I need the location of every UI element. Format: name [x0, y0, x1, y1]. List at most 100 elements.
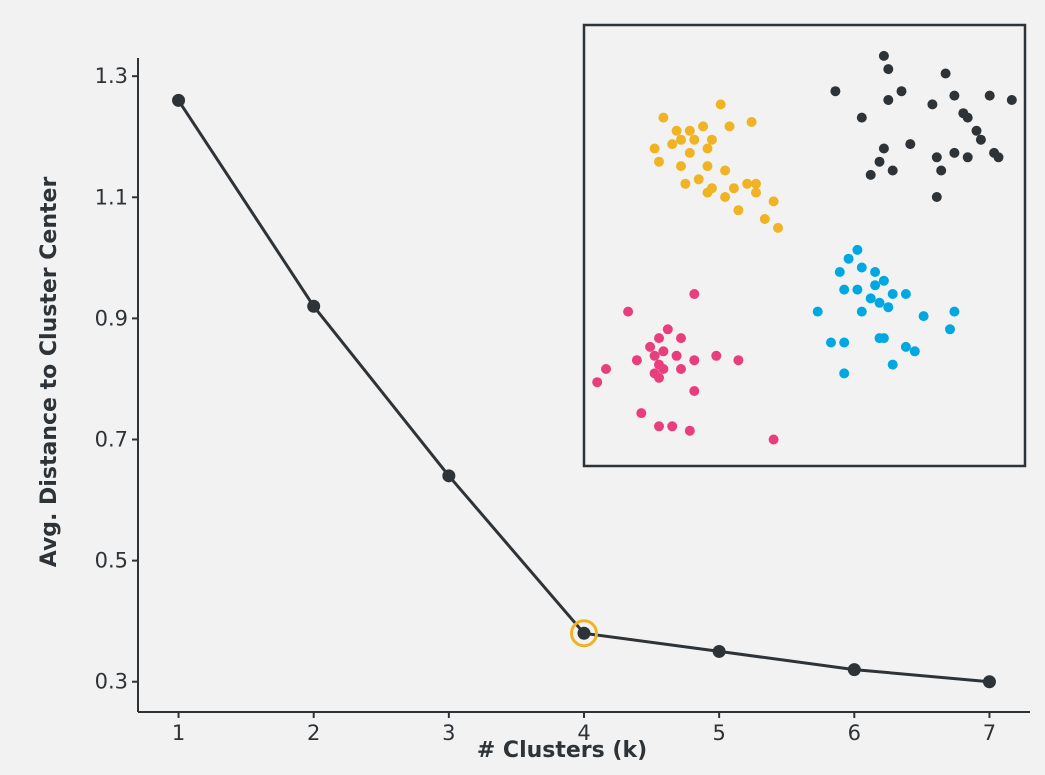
cluster-point	[654, 372, 664, 383]
cluster-point	[856, 306, 867, 317]
data-point	[712, 644, 726, 658]
cluster-point	[671, 350, 682, 361]
cluster-point	[689, 386, 700, 396]
cluster-point	[667, 421, 678, 432]
cluster-point	[949, 147, 960, 158]
x-tick-label: 3	[442, 721, 455, 745]
cluster-point	[975, 134, 986, 145]
cluster-point	[684, 125, 695, 136]
cluster-point	[834, 267, 845, 277]
y-tick-label: 1.1	[95, 185, 128, 209]
cluster-point	[900, 341, 911, 352]
cluster-point	[852, 244, 863, 255]
inset-scatter	[582, 23, 1027, 468]
y-tick-label: 0.5	[95, 549, 128, 573]
cluster-point	[671, 125, 682, 136]
x-tick-label: 6	[848, 721, 861, 745]
cluster-point	[768, 434, 779, 445]
cluster-point	[878, 50, 889, 61]
cluster-point	[724, 121, 735, 132]
cluster-point	[1006, 95, 1017, 105]
cluster-point	[865, 293, 876, 304]
cluster-point	[631, 355, 642, 366]
cluster-point	[715, 99, 726, 110]
cluster-point	[654, 156, 664, 167]
cluster-point	[601, 364, 611, 374]
cluster-point	[720, 165, 731, 176]
cluster-point	[931, 192, 942, 202]
cluster-point	[667, 139, 678, 150]
cluster-point	[945, 324, 955, 335]
cluster-point	[751, 178, 761, 189]
data-point	[577, 626, 591, 640]
cluster-point	[689, 355, 700, 366]
cluster-point	[909, 346, 920, 357]
cluster-point	[931, 152, 942, 163]
cluster-point	[676, 134, 686, 145]
elbow-highlight-ring	[570, 619, 598, 648]
cluster-point	[662, 324, 673, 335]
cluster-point	[962, 152, 973, 163]
cluster-point	[684, 425, 695, 436]
cluster-point	[768, 196, 779, 207]
cluster-point	[812, 306, 823, 317]
cluster-point	[870, 267, 881, 277]
cluster-point	[949, 90, 960, 101]
cluster-point	[918, 311, 929, 322]
cluster-point	[984, 90, 995, 101]
cluster-point	[874, 156, 885, 167]
cluster-series	[812, 244, 960, 379]
cluster-point	[720, 192, 731, 202]
cluster-point	[852, 284, 863, 295]
cluster-point	[711, 350, 722, 361]
cluster-series	[830, 50, 1017, 202]
cluster-point	[649, 350, 660, 361]
cluster-point	[993, 152, 1004, 163]
cluster-point	[702, 187, 713, 198]
x-tick-label: 2	[307, 721, 320, 745]
cluster-point	[654, 421, 664, 432]
cluster-point	[676, 161, 686, 172]
cluster-point	[883, 95, 894, 105]
cluster-point	[905, 139, 916, 150]
cluster-point	[658, 346, 669, 357]
cluster-point	[654, 333, 664, 344]
cluster-point	[887, 289, 898, 299]
cluster-point	[874, 297, 885, 308]
cluster-point	[746, 117, 757, 127]
cluster-point	[689, 289, 700, 299]
cluster-point	[878, 143, 889, 154]
cluster-point	[971, 125, 982, 136]
cluster-point	[773, 222, 783, 233]
cluster-point	[856, 112, 867, 123]
data-point	[982, 675, 996, 689]
cluster-point	[680, 178, 691, 189]
x-axis-title: # Clusters (k)	[477, 738, 647, 763]
cluster-point	[878, 275, 889, 286]
cluster-point	[676, 364, 686, 374]
cluster-point	[733, 205, 744, 216]
y-tick-label: 1.3	[95, 64, 128, 88]
cluster-point	[733, 355, 744, 366]
cluster-series	[592, 289, 779, 445]
cluster-point	[870, 280, 881, 291]
cluster-point	[702, 143, 713, 154]
cluster-point	[896, 86, 907, 97]
cluster-point	[936, 165, 947, 176]
cluster-point	[592, 377, 603, 388]
y-tick-label: 0.7	[95, 428, 128, 452]
cluster-point	[645, 341, 656, 352]
tick-labels: 1 2 3 4 5 6 7 0.3 0.5 0.7 0.9 1.1 1.3	[95, 64, 997, 745]
data-point	[172, 93, 186, 107]
cluster-point	[698, 121, 709, 132]
cluster-point	[676, 333, 686, 344]
cluster-point	[839, 284, 850, 295]
cluster-point	[751, 187, 761, 198]
cluster-point	[887, 359, 898, 370]
cluster-series	[649, 99, 783, 233]
cluster-point	[865, 169, 876, 180]
data-point	[307, 299, 321, 313]
cluster-point	[684, 147, 695, 158]
cluster-point	[830, 86, 841, 97]
